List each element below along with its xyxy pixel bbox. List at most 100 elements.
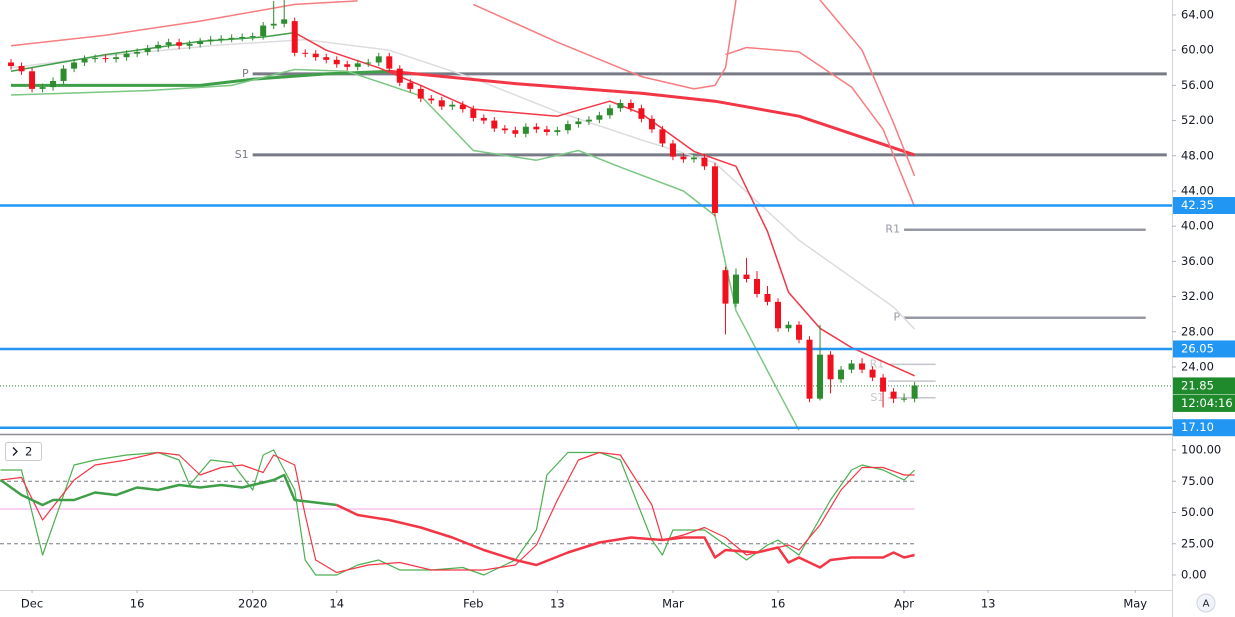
candle-body (207, 39, 214, 42)
candle-body (218, 38, 225, 40)
x-tick-label: 13 (981, 597, 996, 611)
candle-body (701, 157, 708, 167)
y-tick-label: 28.00 (1181, 324, 1214, 338)
candle-body (838, 369, 845, 380)
candle-body (344, 64, 351, 67)
y-tick-label: 100.00 (1181, 443, 1221, 457)
candle-body (869, 369, 876, 378)
hline-tag-label: 42.35 (1181, 198, 1214, 212)
candle-body (291, 21, 298, 53)
pivot-label: S1 (870, 391, 884, 404)
candle-body (638, 108, 645, 119)
y-tick-label: 60.00 (1181, 43, 1214, 57)
candle-body (71, 62, 78, 69)
hline-tag-label: 17.10 (1181, 420, 1214, 434)
candle-body (29, 71, 36, 89)
candle-body (260, 25, 267, 37)
candle-body (239, 36, 246, 38)
candle-body (123, 53, 130, 58)
y-tick-label: 24.00 (1181, 359, 1214, 373)
candle-body (669, 143, 676, 157)
auto-scale-circle[interactable] (1196, 593, 1216, 613)
indicator-line (0, 451, 915, 574)
x-tick-label: Dec (21, 597, 43, 611)
candle-body (176, 42, 183, 46)
pivot-label: P (242, 67, 249, 80)
x-tick-label: 14 (329, 597, 344, 611)
candle-body (554, 130, 561, 133)
indicator-badge[interactable]: 2 (5, 442, 42, 461)
y-tick-label: 50.00 (1181, 505, 1214, 519)
candle-body (144, 48, 151, 52)
candle-body (81, 58, 88, 63)
candle-body (596, 115, 603, 120)
candle-body (585, 119, 592, 122)
candle-body (375, 56, 382, 63)
candle-body (459, 104, 466, 110)
moving-average (389, 69, 916, 157)
countdown-tag-label: 12:04:16 (1181, 396, 1233, 410)
hline-tag-box (1173, 196, 1235, 214)
candle-body (60, 68, 67, 81)
hline-tag-box (1173, 340, 1235, 358)
auto-scale-button[interactable]: A (1196, 593, 1216, 613)
candle-body (113, 57, 120, 59)
candle-body (753, 278, 760, 294)
candle-body (50, 80, 57, 88)
candle-body (606, 108, 613, 116)
candle-body (354, 63, 361, 67)
candle-body (449, 104, 456, 107)
candle-body (859, 363, 866, 370)
candle-body (270, 23, 277, 26)
x-tick-label: 13 (550, 597, 565, 611)
candle-body (417, 88, 424, 99)
candle-body (575, 121, 582, 125)
hline-tag-box (1173, 419, 1235, 437)
moving-average (11, 69, 390, 87)
candle-body (428, 98, 435, 101)
candle-body (323, 57, 330, 60)
candle-body (880, 377, 887, 392)
candle-body (386, 56, 393, 69)
badge-count[interactable]: 2 (25, 445, 32, 459)
y-tick-label: 48.00 (1181, 148, 1214, 162)
y-tick-label: 52.00 (1181, 113, 1214, 127)
x-tick-label: 2020 (238, 597, 267, 611)
y-tick-label: 75.00 (1181, 474, 1214, 488)
candle-body (680, 156, 687, 160)
x-tick-label: 16 (771, 597, 786, 611)
candle-body (155, 44, 162, 49)
badge-chevron[interactable] (12, 447, 18, 456)
y-tick-label: 56.00 (1181, 78, 1214, 92)
candle-body (102, 58, 109, 60)
candle-body (890, 391, 897, 399)
moving-average (725, 46, 916, 208)
candle-body (470, 109, 477, 118)
candle-body (522, 126, 529, 134)
candle-body (690, 157, 697, 160)
candle-body (775, 301, 782, 329)
candle-body (8, 62, 15, 67)
hline-tag-label: 26.05 (1181, 341, 1214, 355)
candle-body (512, 130, 519, 134)
candle-body (827, 354, 834, 380)
candle-body (228, 37, 235, 39)
badge-box[interactable] (5, 442, 42, 461)
moving-average (10, 0, 358, 47)
candle-body (186, 44, 193, 46)
x-tick-label: Mar (662, 597, 684, 611)
indicator-line (0, 473, 337, 507)
candle-body (249, 36, 256, 38)
candle-body (281, 19, 288, 24)
candle-body (480, 117, 487, 121)
candle-body (438, 100, 445, 107)
candle-body (564, 124, 571, 131)
candle-body (407, 82, 414, 89)
auto-scale-label[interactable]: A (1203, 599, 1210, 610)
indicator-line (0, 449, 916, 576)
moving-average (10, 68, 800, 431)
